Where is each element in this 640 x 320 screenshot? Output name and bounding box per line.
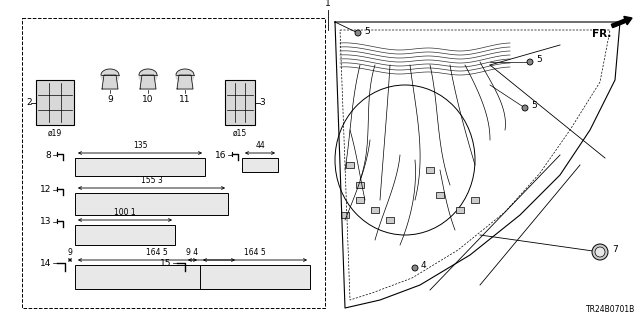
Bar bbox=[471, 197, 479, 203]
Circle shape bbox=[355, 30, 361, 36]
Bar bbox=[22, 18, 325, 308]
Text: 155 3: 155 3 bbox=[141, 176, 163, 185]
Text: 13: 13 bbox=[40, 218, 51, 227]
Text: 4: 4 bbox=[421, 261, 427, 270]
Polygon shape bbox=[140, 75, 156, 89]
Bar bbox=[242, 158, 278, 172]
Polygon shape bbox=[102, 75, 118, 89]
Text: 14: 14 bbox=[40, 259, 51, 268]
Text: 3: 3 bbox=[259, 98, 265, 107]
Circle shape bbox=[592, 244, 608, 260]
Bar bbox=[386, 217, 394, 223]
Text: 44: 44 bbox=[255, 141, 265, 150]
Bar bbox=[75, 225, 175, 245]
Bar bbox=[200, 265, 310, 289]
Polygon shape bbox=[139, 75, 157, 84]
Bar bbox=[456, 207, 464, 213]
Text: 135: 135 bbox=[132, 141, 147, 150]
Text: 5: 5 bbox=[531, 101, 537, 110]
Text: 5: 5 bbox=[536, 55, 541, 65]
Text: 7: 7 bbox=[612, 244, 618, 253]
Bar bbox=[75, 265, 238, 289]
Text: 12: 12 bbox=[40, 186, 51, 195]
Bar bbox=[36, 80, 74, 125]
Bar bbox=[371, 207, 379, 213]
Bar bbox=[341, 212, 349, 218]
Text: 16: 16 bbox=[214, 150, 226, 159]
Text: FR.: FR. bbox=[592, 29, 611, 39]
Circle shape bbox=[522, 105, 528, 111]
Bar bbox=[75, 193, 228, 215]
Bar bbox=[426, 167, 434, 173]
Text: 15: 15 bbox=[159, 259, 171, 268]
Polygon shape bbox=[176, 69, 194, 75]
Text: 100 1: 100 1 bbox=[114, 208, 136, 217]
Text: 164 5: 164 5 bbox=[146, 248, 168, 257]
Text: 11: 11 bbox=[179, 95, 191, 104]
Text: ø19: ø19 bbox=[48, 129, 62, 138]
Polygon shape bbox=[101, 75, 119, 84]
Text: TR24B0701B: TR24B0701B bbox=[586, 305, 635, 314]
Bar bbox=[225, 80, 255, 125]
Circle shape bbox=[595, 247, 605, 257]
Text: 1: 1 bbox=[325, 0, 331, 8]
Bar bbox=[436, 192, 444, 198]
Text: 164 5: 164 5 bbox=[244, 248, 266, 257]
Bar bbox=[346, 162, 354, 168]
Text: 9 4: 9 4 bbox=[186, 248, 198, 257]
Bar bbox=[75, 158, 205, 176]
Circle shape bbox=[527, 59, 533, 65]
Polygon shape bbox=[176, 75, 194, 84]
Text: 10: 10 bbox=[142, 95, 154, 104]
Text: 8: 8 bbox=[45, 150, 51, 159]
Text: ø15: ø15 bbox=[233, 129, 247, 138]
Polygon shape bbox=[101, 69, 119, 75]
Text: 9: 9 bbox=[68, 248, 72, 257]
Polygon shape bbox=[139, 69, 157, 75]
Bar bbox=[356, 182, 364, 188]
FancyArrow shape bbox=[611, 16, 632, 28]
Text: 5: 5 bbox=[364, 27, 370, 36]
Circle shape bbox=[412, 265, 418, 271]
Bar bbox=[356, 197, 364, 203]
Text: 9: 9 bbox=[107, 95, 113, 104]
Polygon shape bbox=[177, 75, 193, 89]
Text: 2: 2 bbox=[26, 98, 32, 107]
